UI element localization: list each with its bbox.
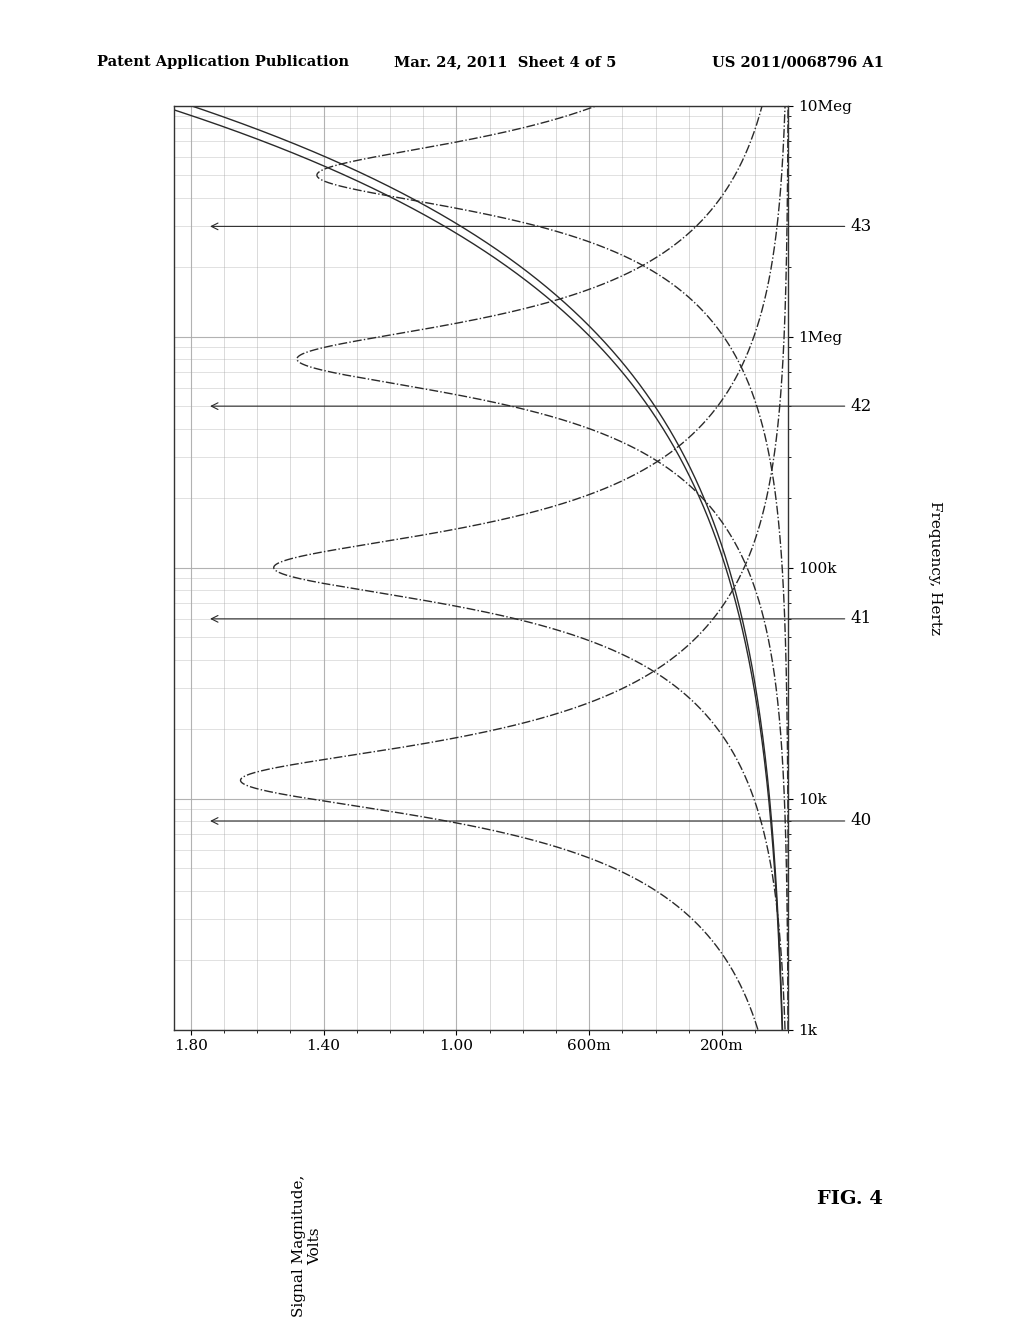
Text: 43: 43: [211, 218, 871, 235]
Text: 40: 40: [211, 813, 871, 829]
Text: Patent Application Publication: Patent Application Publication: [97, 55, 349, 70]
Text: 42: 42: [211, 397, 871, 414]
Text: Signal Magnitude,
Volts: Signal Magnitude, Volts: [292, 1175, 323, 1317]
Text: Mar. 24, 2011  Sheet 4 of 5: Mar. 24, 2011 Sheet 4 of 5: [394, 55, 616, 70]
Text: 41: 41: [211, 610, 871, 627]
Text: US 2011/0068796 A1: US 2011/0068796 A1: [712, 55, 884, 70]
Y-axis label: Frequency, Hertz: Frequency, Hertz: [929, 500, 942, 635]
Text: FIG. 4: FIG. 4: [817, 1189, 883, 1208]
